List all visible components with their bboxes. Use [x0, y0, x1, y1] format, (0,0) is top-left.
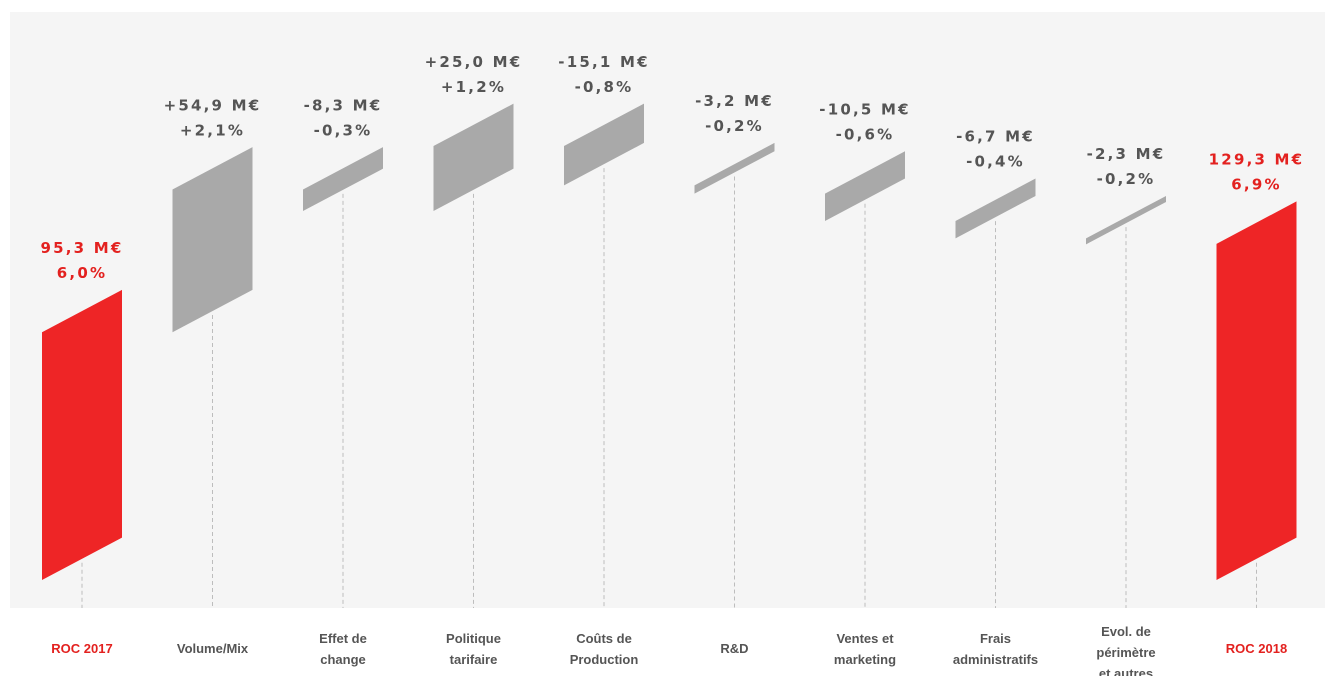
value-label-co-ts-de-production: -15,1 M€ — [558, 53, 649, 71]
category-label-co-ts-de-production: Coûts de Production — [570, 631, 639, 667]
category-label-ventes-et-marketing: Ventes et marketing — [834, 631, 896, 667]
pct-label-roc-2017: 6,0% — [57, 264, 107, 282]
value-label-roc-2018: 129,3 M€ — [1209, 151, 1305, 169]
pct-label-evol-de-p-rim-tre-et-autres: -0,2% — [1097, 170, 1156, 188]
value-label-evol-de-p-rim-tre-et-autres: -2,3 M€ — [1087, 145, 1166, 163]
bar-volume-mix — [172, 147, 253, 333]
category-label-volume-mix: Volume/Mix — [177, 641, 249, 656]
category-label-effet-de-change: Effet de change — [319, 631, 367, 667]
category-label-politique-tarifaire: Politique tarifaire — [446, 631, 501, 667]
pct-label-roc-2018: 6,9% — [1231, 176, 1281, 194]
bar-co-ts-de-production — [564, 103, 644, 186]
value-label-frais-administratifs: -6,7 M€ — [956, 128, 1035, 146]
category-label-roc-2017: ROC 2017 — [51, 641, 112, 656]
bar-ventes-et-marketing — [825, 151, 905, 221]
value-label-roc-2017: 95,3 M€ — [41, 239, 124, 257]
bar-roc-2018 — [1216, 201, 1297, 581]
bar-r-d — [694, 142, 775, 194]
pct-label-frais-administratifs: -0,4% — [966, 153, 1025, 171]
category-label-r-d: R&D — [720, 641, 748, 656]
category-label-frais-administratifs: Frais administratifs — [953, 631, 1038, 667]
bar-frais-administratifs — [955, 178, 1036, 239]
bar-roc-2017 — [42, 289, 122, 580]
pct-label-co-ts-de-production: -0,8% — [575, 78, 634, 96]
category-label-evol-de-p-rim-tre-et-autres: Evol. de périmètre et autres — [1096, 624, 1155, 676]
bar-effet-de-change — [303, 147, 383, 212]
pct-label-effet-de-change: -0,3% — [314, 121, 373, 139]
plot-background — [10, 12, 1325, 608]
pct-label-volume-mix: +2,1% — [180, 121, 245, 139]
pct-label-r-d: -0,2% — [705, 117, 764, 135]
bar-politique-tarifaire — [433, 103, 514, 212]
value-label-volume-mix: +54,9 M€ — [164, 96, 262, 114]
bar-evol-de-p-rim-tre-et-autres — [1086, 195, 1166, 245]
pct-label-ventes-et-marketing: -0,6% — [836, 125, 895, 143]
value-label-effet-de-change: -8,3 M€ — [304, 96, 383, 114]
value-label-politique-tarifaire: +25,0 M€ — [425, 53, 523, 71]
value-label-ventes-et-marketing: -10,5 M€ — [819, 100, 910, 118]
category-label-roc-2018: ROC 2018 — [1226, 641, 1287, 656]
pct-label-politique-tarifaire: +1,2% — [441, 78, 506, 96]
value-label-r-d: -3,2 M€ — [695, 92, 774, 110]
